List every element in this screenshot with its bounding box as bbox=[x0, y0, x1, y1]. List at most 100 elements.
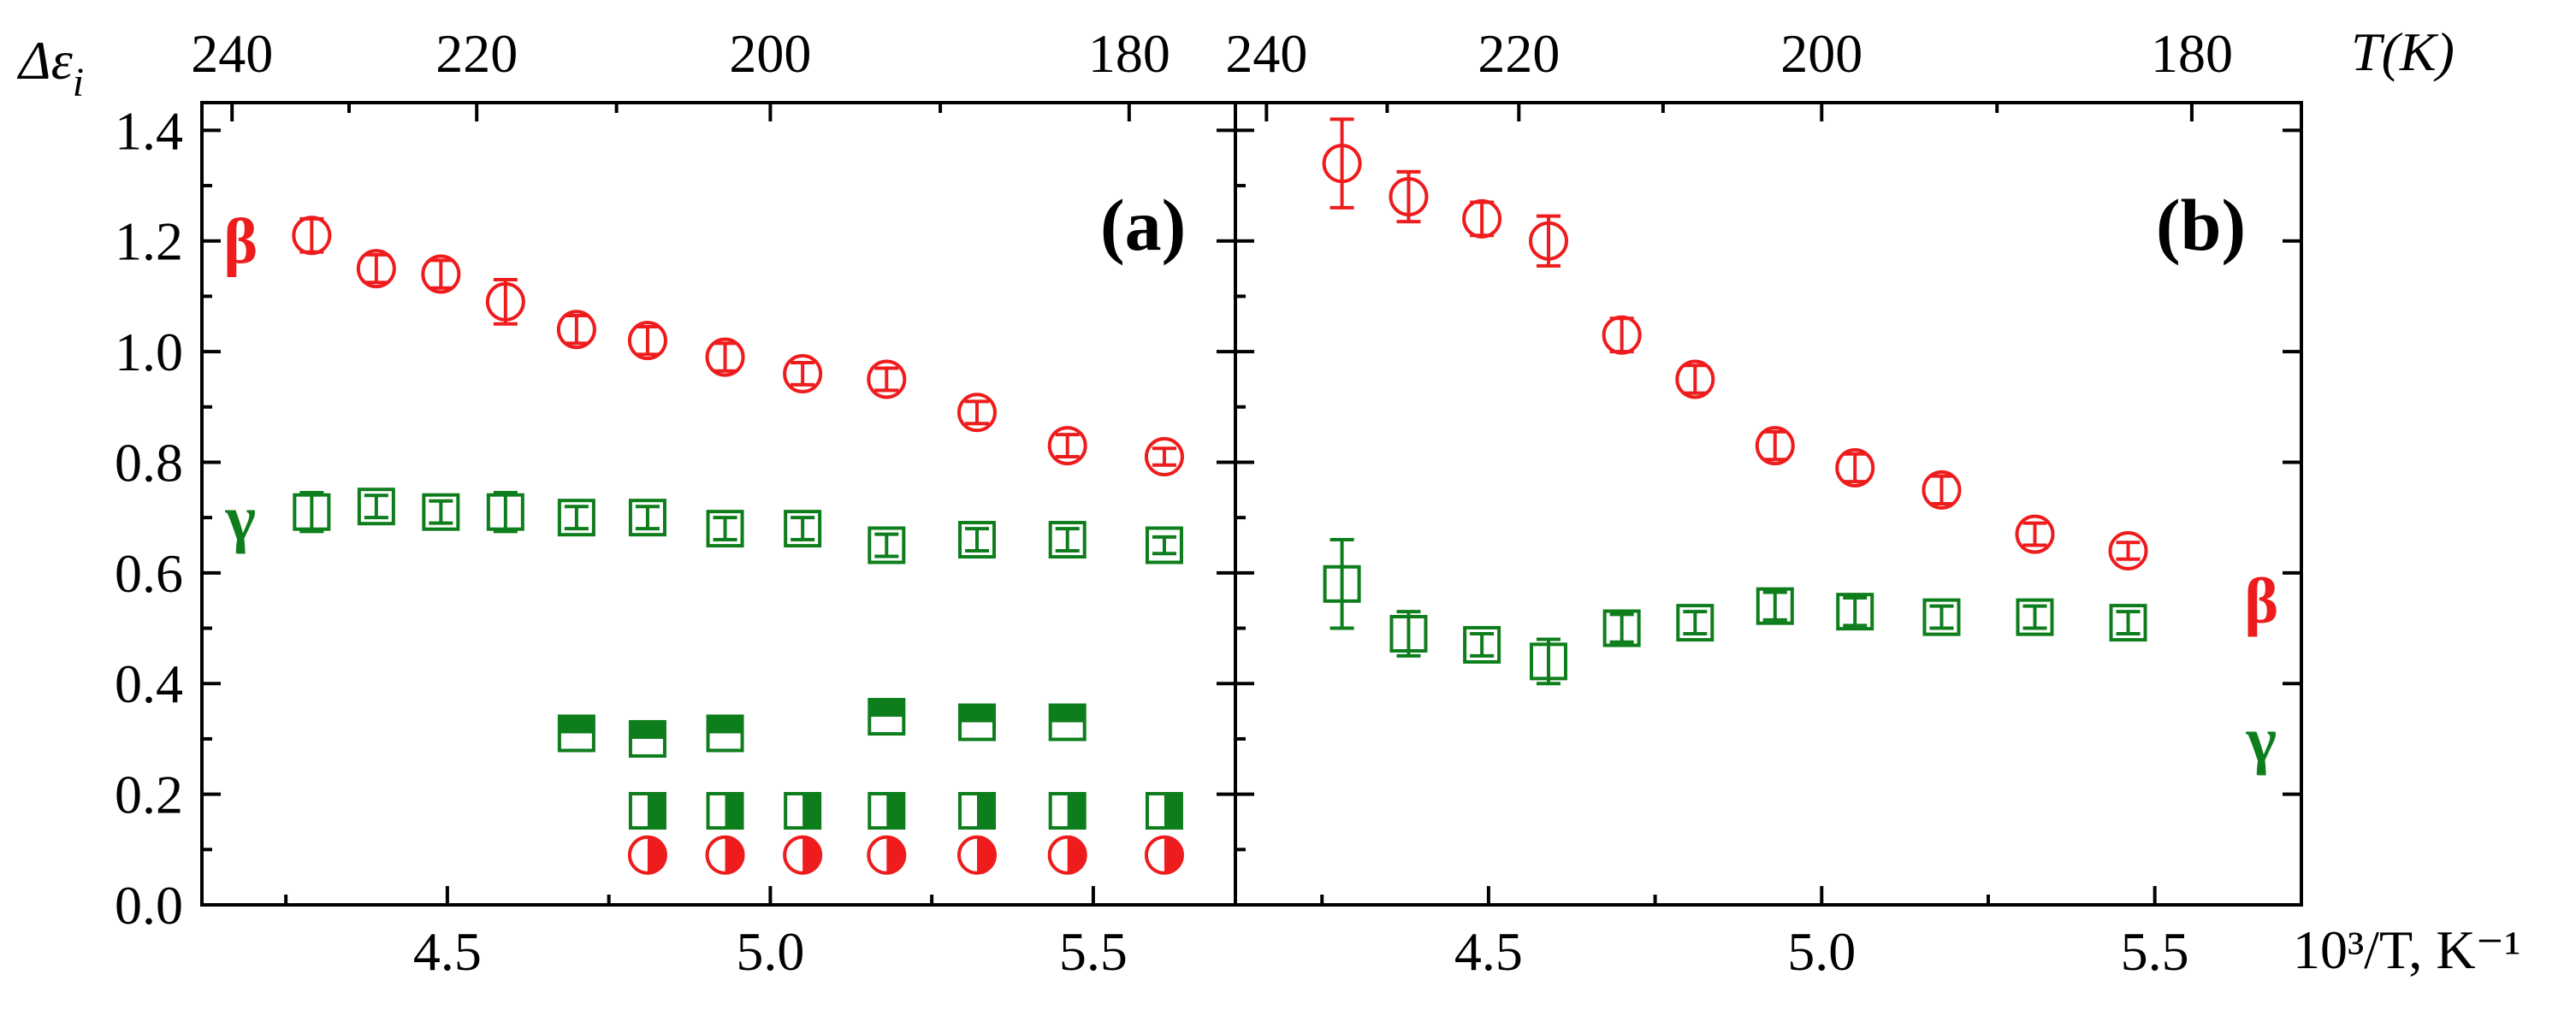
x-tick-label-a-1: 5.0 bbox=[736, 921, 804, 982]
data-point-b-0-0 bbox=[1322, 117, 1362, 210]
data-point-a-2-4 bbox=[958, 703, 996, 742]
data-point-a-1-3 bbox=[486, 491, 524, 534]
top-tick-label-a-2: 200 bbox=[729, 23, 811, 84]
data-point-a-3-0 bbox=[628, 792, 666, 830]
data-point-a-0-10 bbox=[1047, 426, 1087, 466]
data-point-b-1-9 bbox=[2016, 598, 2054, 636]
data-point-a-0-3 bbox=[485, 278, 525, 326]
data-point-a-4-3 bbox=[867, 835, 907, 875]
data-point-a-3-3 bbox=[868, 792, 906, 830]
data-point-a-3-4 bbox=[958, 792, 996, 830]
data-point-a-1-9 bbox=[958, 521, 996, 559]
data-point-a-1-7 bbox=[784, 510, 822, 548]
data-point-b-0-2 bbox=[1462, 198, 1502, 239]
data-point-a-4-5 bbox=[1047, 835, 1087, 875]
x-tick-label-b-0: 4.5 bbox=[1454, 921, 1523, 982]
data-point-a-1-6 bbox=[706, 510, 744, 548]
data-point-b-0-10 bbox=[2108, 530, 2148, 570]
series-label-a-0: β bbox=[223, 206, 258, 278]
data-point-a-0-11 bbox=[1144, 437, 1184, 477]
data-point-a-1-2 bbox=[422, 493, 460, 531]
data-point-b-1-6 bbox=[1756, 587, 1794, 625]
data-point-a-0-6 bbox=[705, 337, 745, 377]
panel-label-a: (a) bbox=[1100, 184, 1186, 266]
top-tick-label-b-1: 220 bbox=[1477, 23, 1560, 84]
data-point-a-1-5 bbox=[628, 499, 666, 537]
data-point-a-0-2 bbox=[421, 254, 461, 294]
x-tick-label-a-2: 5.5 bbox=[1059, 921, 1128, 982]
data-point-a-0-9 bbox=[957, 393, 997, 433]
data-point-a-4-4 bbox=[957, 835, 997, 875]
data-point-b-0-9 bbox=[2015, 514, 2055, 554]
data-point-b-0-7 bbox=[1835, 447, 1875, 487]
data-point-a-0-5 bbox=[627, 321, 667, 361]
data-point-a-1-10 bbox=[1048, 521, 1087, 559]
plot-frame-b bbox=[1234, 101, 2303, 907]
data-point-a-0-8 bbox=[867, 359, 907, 399]
series-label-b-0: β bbox=[2244, 565, 2278, 637]
y-tick-label-3: 0.6 bbox=[115, 543, 183, 604]
x-tick-label-a-0: 4.5 bbox=[413, 921, 482, 982]
top-tick-label-b-0: 240 bbox=[1225, 23, 1307, 84]
top-tick-label-b-3: 180 bbox=[2151, 23, 2233, 84]
data-point-a-3-6 bbox=[1145, 792, 1183, 830]
y-axis-title: Δεi bbox=[16, 30, 84, 105]
y-tick-label-2: 0.4 bbox=[115, 653, 183, 714]
data-point-b-0-5 bbox=[1675, 359, 1715, 399]
data-point-b-1-7 bbox=[1836, 593, 1874, 631]
data-point-b-1-1 bbox=[1389, 610, 1428, 658]
data-point-a-2-1 bbox=[628, 719, 666, 758]
y-tick-label-6: 1.2 bbox=[115, 211, 183, 272]
data-point-a-2-3 bbox=[868, 698, 906, 736]
data-point-b-1-8 bbox=[1922, 598, 1961, 636]
y-tick-label-5: 1.0 bbox=[115, 322, 183, 382]
data-point-b-0-3 bbox=[1529, 214, 1569, 268]
data-point-a-4-2 bbox=[783, 835, 823, 875]
y-tick-label-7: 1.4 bbox=[115, 100, 183, 161]
panel-b: 4.5 5.0 5.5 240 220 200 180 (b) βγ bbox=[1225, 23, 2303, 982]
top-tick-label-a-1: 220 bbox=[435, 23, 518, 84]
data-point-a-0-0 bbox=[292, 216, 332, 256]
data-point-a-1-11 bbox=[1145, 526, 1183, 564]
data-point-b-1-4 bbox=[1602, 609, 1641, 647]
data-point-a-3-1 bbox=[706, 792, 744, 830]
top-tick-label-b-2: 200 bbox=[1780, 23, 1862, 84]
data-point-a-1-1 bbox=[357, 487, 395, 526]
top-tick-label-a-0: 240 bbox=[191, 23, 273, 84]
data-point-a-4-6 bbox=[1144, 835, 1184, 875]
data-point-a-1-8 bbox=[868, 526, 906, 564]
x-axis-title: 10³/T, K⁻¹ bbox=[2293, 919, 2521, 980]
top-axis-title: T(K) bbox=[2351, 21, 2455, 82]
data-point-a-4-1 bbox=[705, 835, 745, 875]
data-point-a-2-2 bbox=[706, 714, 744, 753]
panel-a: 0.0 0.2 0.4 0.6 0.8 1.0 1.2 1.4 4.5 5.0 5.5 240 220 2… bbox=[115, 23, 1237, 982]
data-point-a-0-1 bbox=[356, 249, 396, 289]
data-point-b-0-6 bbox=[1755, 426, 1795, 466]
data-point-a-4-0 bbox=[627, 835, 667, 875]
series-label-b-1: γ bbox=[2245, 704, 2277, 776]
data-point-a-3-5 bbox=[1048, 792, 1087, 830]
y-tick-label-0: 0.0 bbox=[115, 875, 183, 936]
series-label-a-1: γ bbox=[225, 482, 257, 554]
data-point-b-0-4 bbox=[1602, 315, 1642, 355]
y-tick-label-4: 0.8 bbox=[115, 432, 183, 493]
plot-frame-a bbox=[200, 101, 1237, 907]
data-point-b-1-0 bbox=[1323, 538, 1361, 630]
x-tick-label-b-2: 5.5 bbox=[2121, 921, 2189, 982]
data-point-a-3-2 bbox=[784, 792, 822, 830]
data-point-b-0-1 bbox=[1389, 169, 1429, 224]
data-point-a-1-0 bbox=[293, 491, 331, 534]
data-point-a-1-4 bbox=[557, 499, 595, 537]
data-point-b-1-3 bbox=[1530, 637, 1568, 686]
top-tick-label-a-3: 180 bbox=[1088, 23, 1170, 84]
y-axis-title-subscript: i bbox=[73, 60, 84, 105]
x-tick-label-b-1: 5.0 bbox=[1787, 921, 1856, 982]
data-point-a-0-4 bbox=[556, 310, 596, 350]
data-point-b-1-2 bbox=[1463, 625, 1501, 664]
panel-label-b: (b) bbox=[2156, 184, 2246, 266]
data-point-b-1-10 bbox=[2109, 604, 2147, 642]
data-point-b-0-8 bbox=[1922, 470, 1962, 510]
data-point-b-1-5 bbox=[1676, 604, 1714, 642]
y-axis-title-symbol: Δε bbox=[16, 30, 74, 91]
